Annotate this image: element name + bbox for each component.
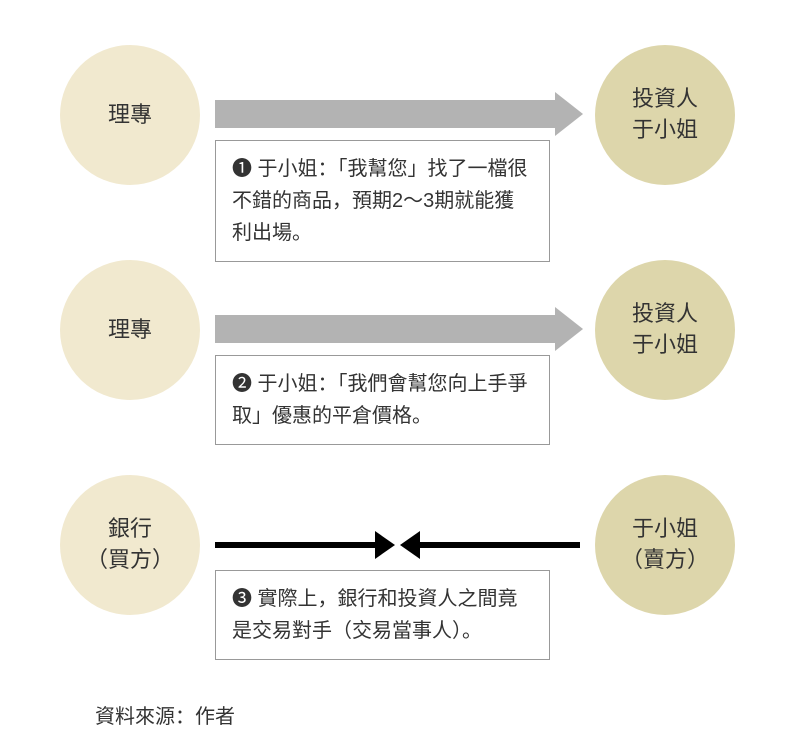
row1-right-circle: 投資人 于小姐 [595, 45, 735, 185]
row2-left-line1: 理專 [108, 315, 152, 346]
row2-textbox: ❷ 于小姐：「我們會幫您向上手爭取」優惠的平倉價格。 [215, 355, 550, 445]
row3-left-circle: 銀行 （買方） [60, 475, 200, 615]
row2-right-line1: 投資人 [632, 299, 698, 330]
row1-right-line1: 投資人 [632, 84, 698, 115]
row2-arrow [215, 315, 555, 343]
row3-left-line1: 銀行 [108, 514, 152, 545]
row1-box-text: ❶ 于小姐：「我幫您」找了一檔很不錯的商品，預期2～3期就能獲利出場。 [232, 158, 528, 244]
row1-arrow [215, 100, 555, 128]
row3-arrow-right [420, 542, 580, 548]
row3-textbox: ❸ 實際上，銀行和投資人之間竟是交易對手（交易當事人）。 [215, 570, 550, 660]
row1-left-line1: 理專 [108, 100, 152, 131]
row3-arrow-left [215, 542, 375, 548]
row3-right-circle: 于小姐 （賣方） [595, 475, 735, 615]
row1-left-circle: 理專 [60, 45, 200, 185]
row2-box-text: ❷ 于小姐：「我們會幫您向上手爭取」優惠的平倉價格。 [232, 373, 528, 427]
row2-left-circle: 理專 [60, 260, 200, 400]
diagram-container: 理專 投資人 于小姐 ❶ 于小姐：「我幫您」找了一檔很不錯的商品，預期2～3期就… [0, 0, 800, 743]
row3-right-line1: 于小姐 [632, 514, 698, 545]
row1-textbox: ❶ 于小姐：「我幫您」找了一檔很不錯的商品，預期2～3期就能獲利出場。 [215, 140, 550, 262]
row3-left-line2: （買方） [86, 545, 174, 576]
row1-right-line2: 于小姐 [632, 115, 698, 146]
source-text: 資料來源：作者 [95, 700, 235, 729]
row3-right-line2: （賣方） [621, 545, 709, 576]
row3-box-text: ❸ 實際上，銀行和投資人之間竟是交易對手（交易當事人）。 [232, 588, 518, 642]
row2-right-line2: 于小姐 [632, 330, 698, 361]
row2-right-circle: 投資人 于小姐 [595, 260, 735, 400]
